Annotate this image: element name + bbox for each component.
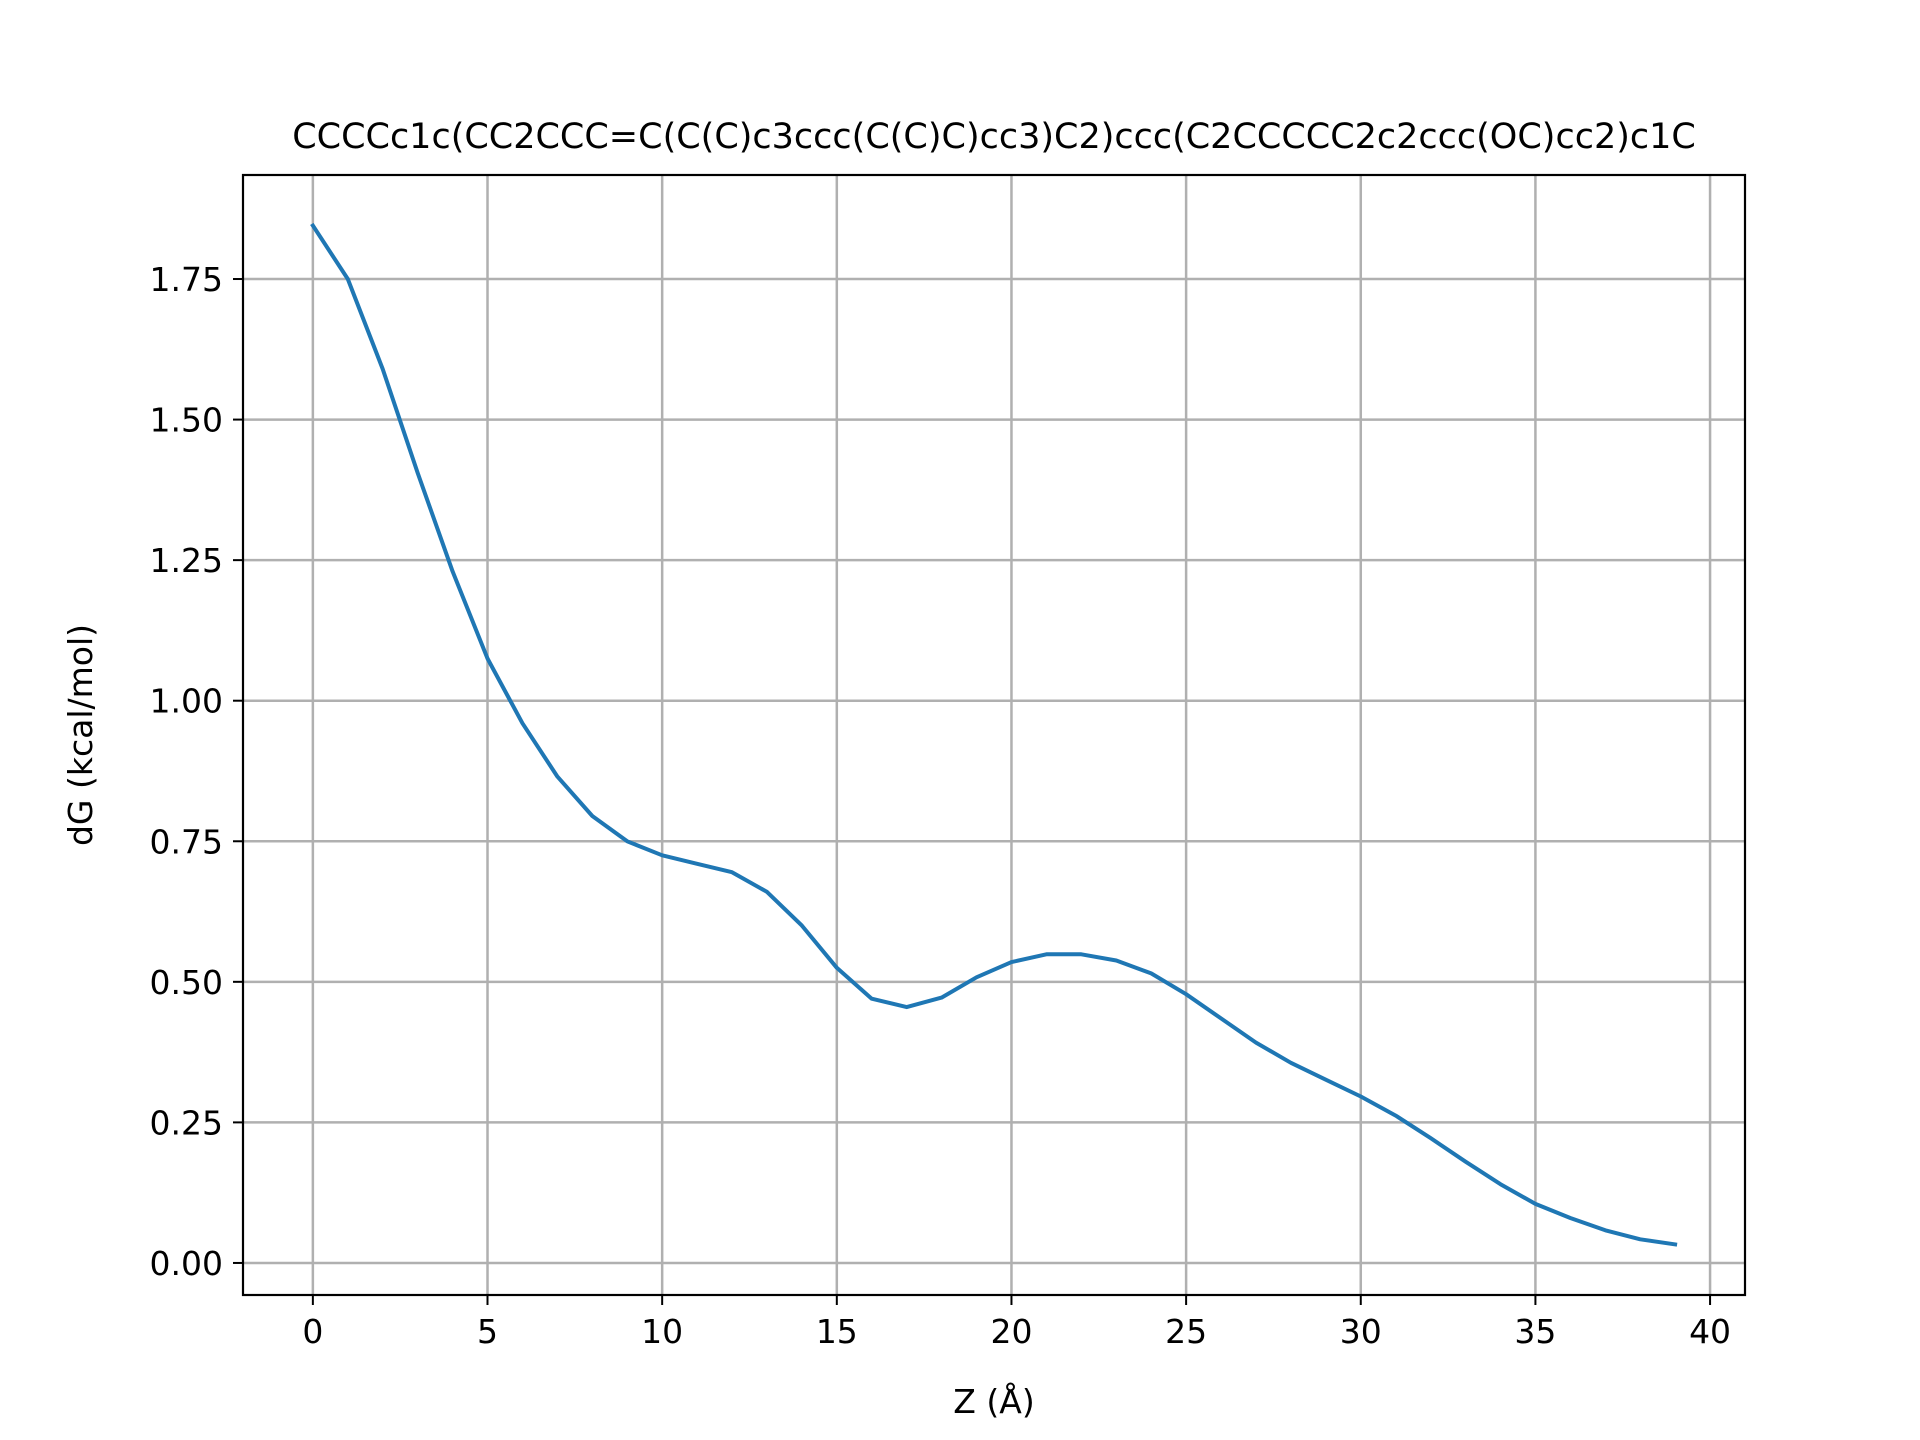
series-layer <box>310 222 1678 1247</box>
x-tick-label: 35 <box>1514 1312 1556 1351</box>
plot-frame <box>241 173 1747 1297</box>
grid <box>243 175 1745 1295</box>
x-tick-label: 30 <box>1340 1312 1382 1351</box>
x-tick-label: 40 <box>1689 1312 1731 1351</box>
y-tick-label: 1.00 <box>150 682 223 721</box>
y-tick-label: 0.50 <box>150 963 223 1002</box>
x-tick-label: 15 <box>816 1312 858 1351</box>
y-tick-label: 0.25 <box>150 1103 223 1142</box>
chart-title: CCCCc1c(CC2CCC=C(C(C)c3ccc(C(C)C)cc3)C2)… <box>292 117 1696 157</box>
y-tick-label: 1.25 <box>150 541 223 580</box>
x-tick-label: 5 <box>477 1312 498 1351</box>
y-tick-label: 1.50 <box>150 401 223 440</box>
x-tick-label: 20 <box>990 1312 1032 1351</box>
x-axis-title: Z (Å) <box>953 1381 1034 1421</box>
y-tick-label: 0.75 <box>150 822 223 861</box>
x-tick-label: 25 <box>1165 1312 1207 1351</box>
x-axis: 0 5 10 15 20 25 30 35 40 <box>302 1295 1731 1351</box>
y-tick-label: 0.00 <box>150 1244 223 1283</box>
y-axis: 0.00 0.25 0.50 0.75 1.00 1.25 1.50 1.75 <box>150 260 243 1283</box>
y-axis-title: dG (kcal/mol) <box>61 624 100 846</box>
x-tick-label: 10 <box>641 1312 683 1351</box>
series-line <box>310 222 1678 1247</box>
y-tick-label: 1.75 <box>150 260 223 299</box>
x-tick-label: 0 <box>302 1312 323 1351</box>
